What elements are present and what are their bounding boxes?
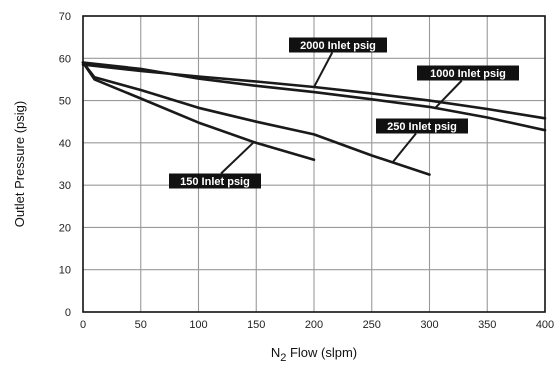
- callout-leader-line: [391, 132, 417, 164]
- callout-box: [289, 37, 387, 53]
- y-tick-label: 0: [65, 307, 71, 319]
- x-tick-label: 350: [478, 319, 496, 331]
- callout-leader-layer: [220, 52, 463, 175]
- callout-leader-line: [434, 79, 463, 109]
- y-tick-label: 40: [59, 138, 71, 150]
- x-tick-label: 50: [135, 319, 147, 331]
- x-axis-title: N2 Flow (slpm): [271, 345, 357, 364]
- y-tick-label: 50: [59, 96, 71, 108]
- callout-leader-line: [313, 52, 334, 88]
- x-tick-label: 400: [536, 319, 554, 331]
- x-tick-label: 250: [363, 319, 381, 331]
- callout-box: [417, 65, 519, 81]
- y-tick-label: 70: [59, 11, 71, 23]
- y-tick-label: 10: [59, 265, 71, 277]
- callout-label: 2000 Inlet psig: [300, 40, 376, 52]
- callout-leader-line: [220, 141, 255, 175]
- y-tick-label: 30: [59, 180, 71, 192]
- y-tick-label: 60: [59, 53, 71, 65]
- tick-label-layer: 0 50 100 150 200 250 300 350 400 0 10 20 30 40 50 60 70: [59, 11, 554, 331]
- y-tick-label: 20: [59, 222, 71, 234]
- callout-layer: 2000 Inlet psig 1000 Inlet psig 250 Inlet …: [169, 37, 519, 189]
- x-axis-title-subscript: 2: [280, 352, 286, 364]
- callout-box: [376, 118, 468, 134]
- x-axis-title-rest: Flow (slpm): [286, 345, 357, 360]
- series-line: [81, 61, 431, 176]
- callout-box: [169, 173, 261, 189]
- series-line: [81, 61, 316, 162]
- x-tick-label: 200: [305, 319, 323, 331]
- x-tick-label: 0: [80, 319, 86, 331]
- x-tick-label: 300: [420, 319, 438, 331]
- callout-label: 1000 Inlet psig: [430, 68, 506, 80]
- callout-label: 250 Inlet psig: [387, 121, 457, 133]
- x-tick-label: 100: [189, 319, 207, 331]
- grid-layer: [83, 16, 545, 312]
- y-axis-title: Outlet Pressure (psig): [12, 101, 27, 227]
- x-axis-title-main: N: [271, 345, 280, 360]
- series-line: [81, 61, 547, 132]
- plot-area-frame: [82, 15, 546, 313]
- x-tick-label: 150: [247, 319, 265, 331]
- callout-label: 150 Inlet psig: [180, 176, 250, 188]
